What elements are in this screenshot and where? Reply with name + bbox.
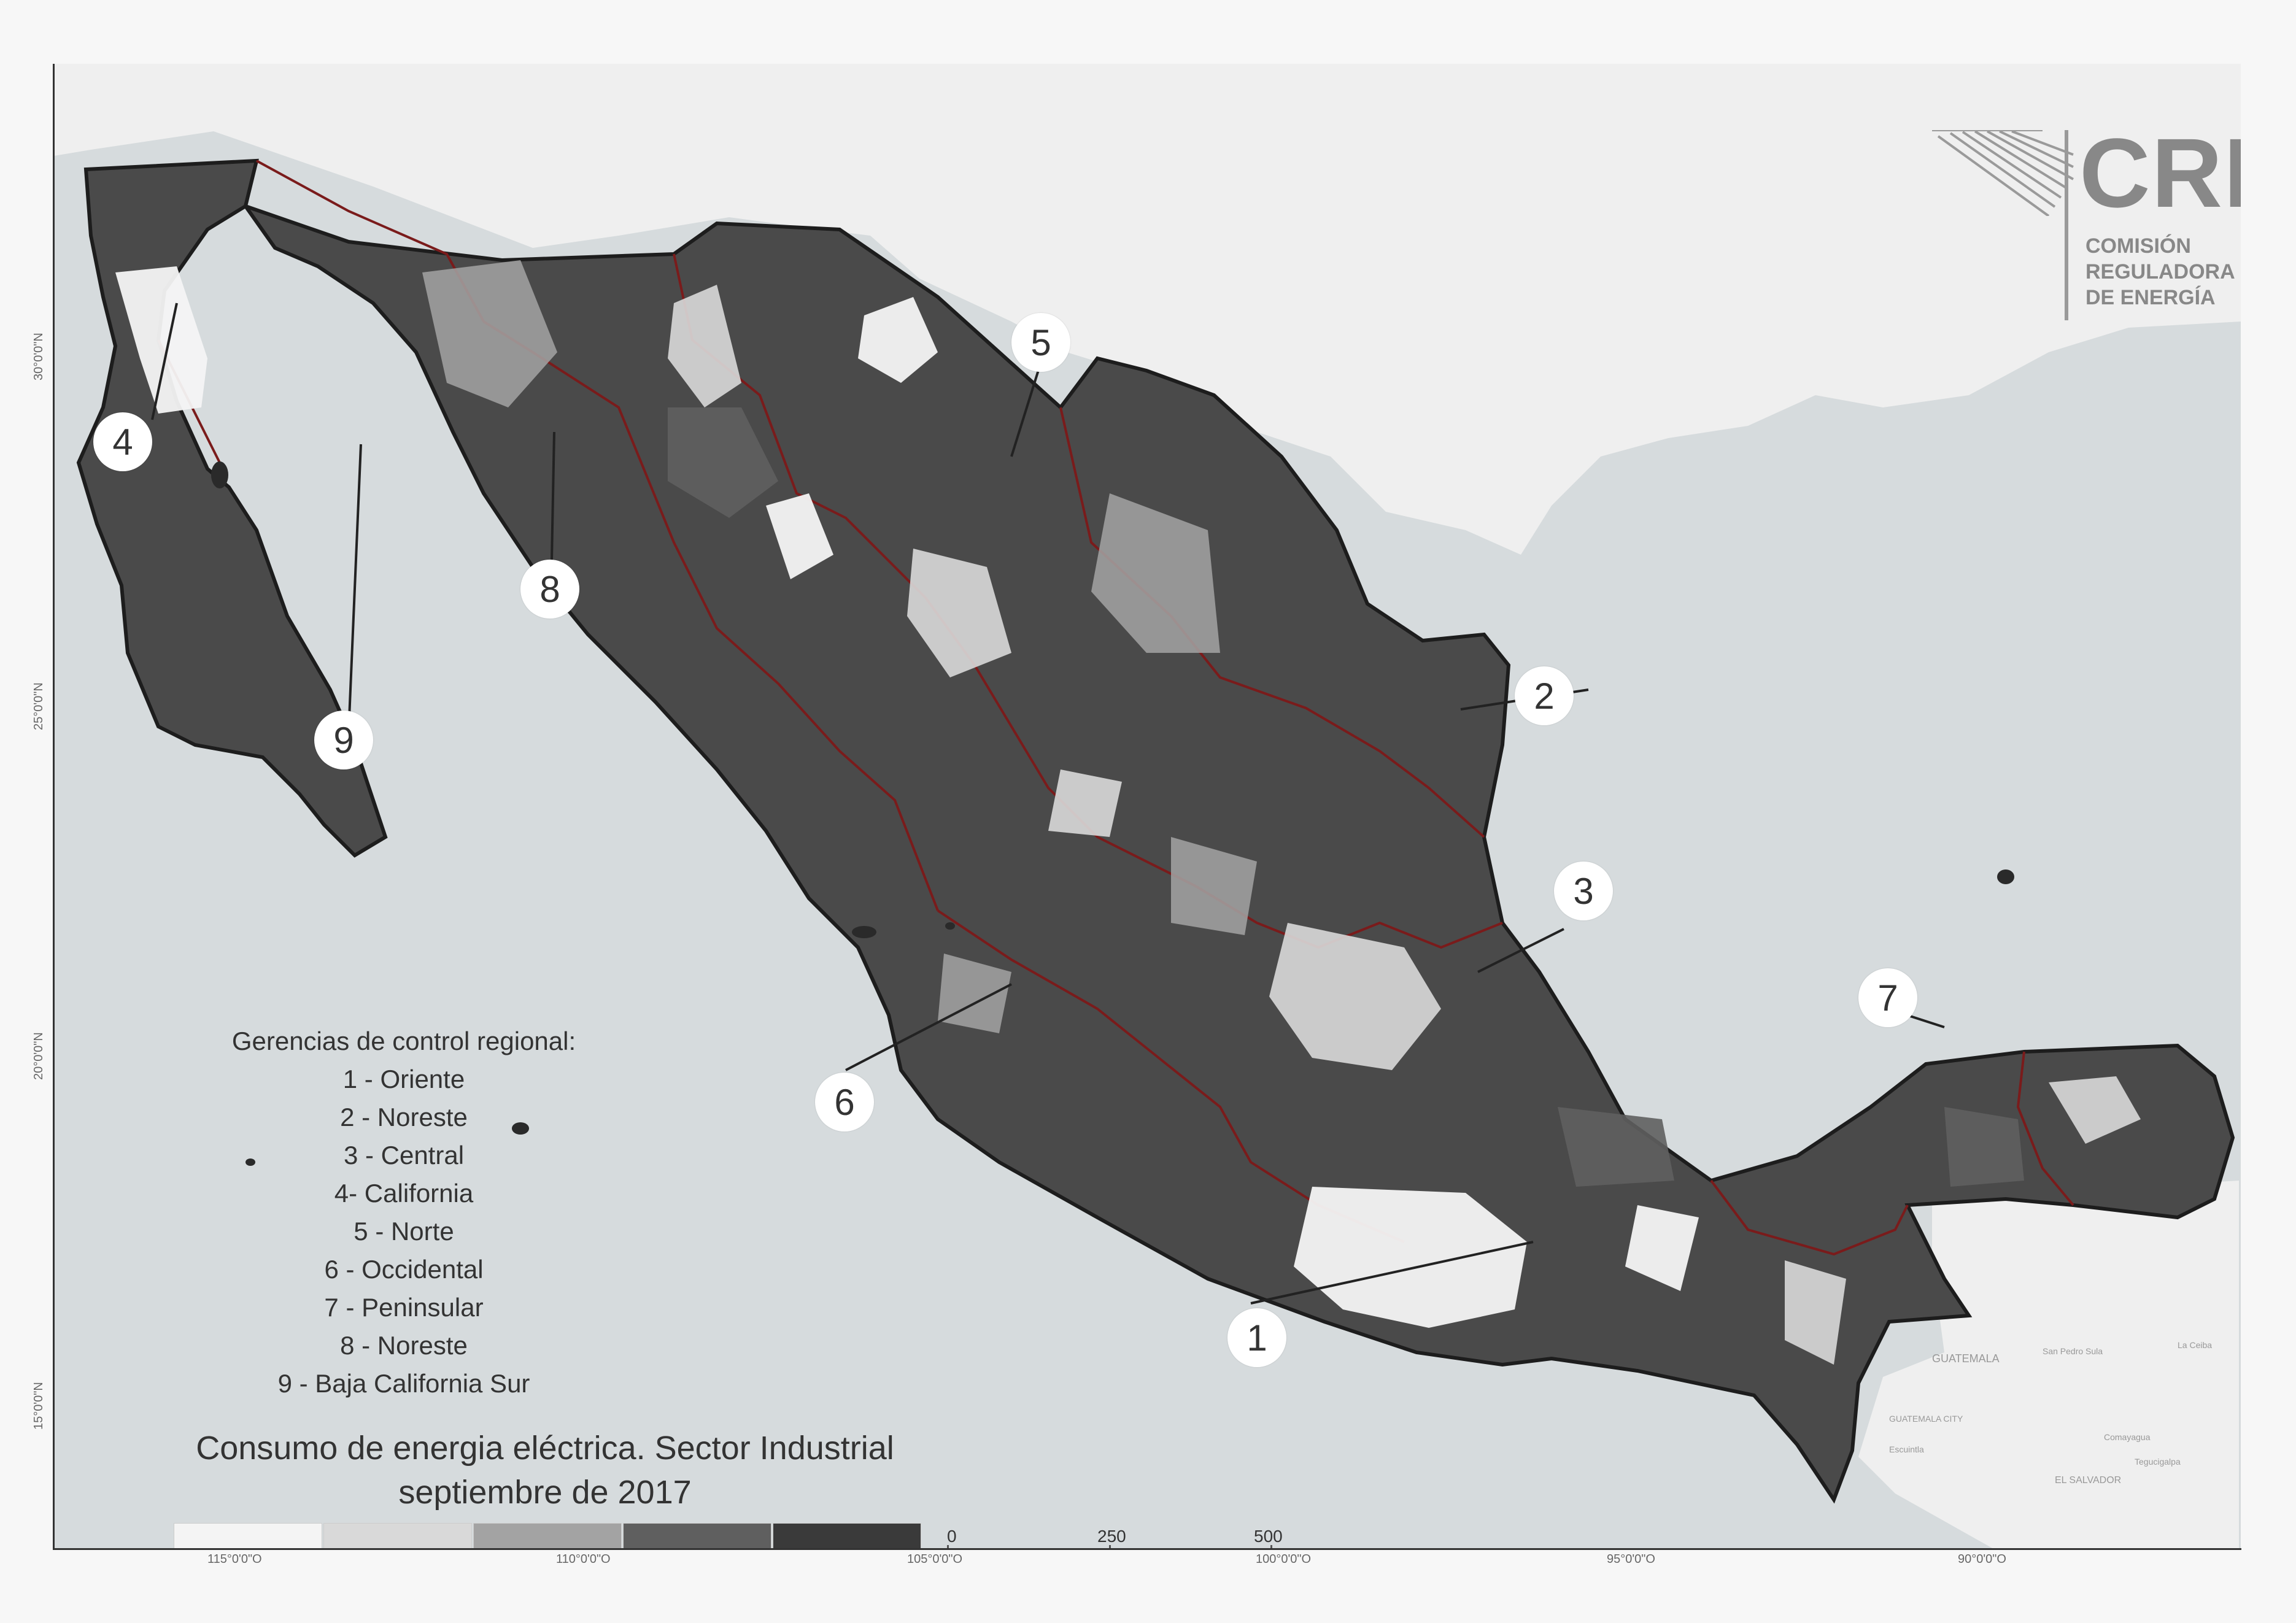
lon-tick: 115°0'0"O xyxy=(207,1552,262,1566)
map-title: Consumo de energia eléctrica. Sector Ind… xyxy=(146,1426,944,1514)
scale-tick xyxy=(947,1545,949,1549)
class-0-10-areas xyxy=(115,266,1699,1328)
left-axis-line xyxy=(53,64,55,1550)
cre-logo-mark xyxy=(1932,130,2074,216)
callout-7: 7 xyxy=(1858,968,1917,1027)
lat-tick: 20°0'0"N xyxy=(32,1032,45,1080)
logo-divider xyxy=(2065,130,2068,320)
scale-bar: 0 250 500 km xyxy=(947,1527,1283,1549)
class-swatch xyxy=(623,1523,771,1549)
class-10-12-areas xyxy=(668,285,2141,1365)
color-legend: 0 - 10 10 - 12 12 - 13 13 - 14 14 - 21 xyxy=(174,1523,922,1549)
islands xyxy=(211,461,2014,1166)
scale-tick xyxy=(1109,1545,1111,1549)
class-item: 14 - 21 xyxy=(773,1523,921,1549)
scale-tick xyxy=(1270,1545,1272,1549)
basemap-label: San Pedro Sula xyxy=(2043,1346,2103,1356)
legend-heading: Gerencias de control regional: xyxy=(231,1027,576,1055)
class-13-14-areas xyxy=(668,407,2024,1187)
legend-item: 5 - Norte xyxy=(354,1217,454,1246)
scale-label-0: 0 xyxy=(947,1527,957,1546)
legend-item: 9 - Baja California Sur xyxy=(277,1369,530,1398)
class-item: 12 - 13 xyxy=(473,1523,622,1549)
bottom-axis-line xyxy=(53,1548,2241,1550)
class-swatch xyxy=(174,1523,322,1549)
title-line1: Consumo de energia eléctrica. Sector Ind… xyxy=(196,1430,894,1467)
legend-item: 2 - Noreste xyxy=(340,1103,468,1131)
lat-tick: 30°0'0"N xyxy=(32,333,45,380)
region-legend: Gerencias de control regional: 1 - Orien… xyxy=(177,1022,631,1403)
legend-item: 1 - Oriente xyxy=(342,1065,465,1093)
central-america-landmass xyxy=(1858,1181,2239,1549)
basemap-label: La Ceiba xyxy=(2178,1340,2213,1350)
mexico-mainland xyxy=(241,202,2235,1504)
us-landmass xyxy=(54,64,2241,555)
lon-tick: 95°0'0"O xyxy=(1607,1552,1655,1566)
map-frame: CRE COMISIÓN REGULADORA DE ENERGÍA 4 8 9… xyxy=(54,64,2241,1549)
lon-tick: 100°0'0"O xyxy=(1256,1552,1312,1566)
basemap-label: Escuintla xyxy=(1889,1444,1924,1454)
basemap-label: GUATEMALA CITY xyxy=(1889,1414,1963,1424)
lat-tick: 15°0'0"N xyxy=(32,1382,45,1430)
class-item: 13 - 14 xyxy=(623,1523,771,1549)
lon-tick: 110°0'0"O xyxy=(556,1552,611,1566)
legend-item: 8 - Noreste xyxy=(340,1331,468,1360)
lon-tick: 90°0'0"O xyxy=(1958,1552,2006,1566)
scale-label-500: 500 km xyxy=(1254,1527,1283,1549)
basemap-label: Comayagua xyxy=(2104,1432,2151,1442)
logo-line2: REGULADORA xyxy=(2085,260,2235,283)
class-swatch xyxy=(323,1523,472,1549)
legend-item: 6 - Occidental xyxy=(324,1255,484,1284)
class-item: 0 - 10 xyxy=(174,1523,322,1549)
cre-logo: CRE COMISIÓN REGULADORA DE ENERGÍA xyxy=(1932,124,2241,326)
class-item: 10 - 12 xyxy=(323,1523,472,1549)
callout-9: 9 xyxy=(314,711,373,769)
legend-item: 7 - Peninsular xyxy=(324,1293,484,1322)
callout-4: 4 xyxy=(93,412,152,471)
scale-label-250: 250 xyxy=(1097,1527,1126,1546)
lat-tick: 25°0'0"N xyxy=(32,682,45,730)
legend-item: 4- California xyxy=(334,1179,474,1208)
logo-line1: COMISIÓN xyxy=(2085,234,2191,258)
basemap-label: EL SALVADOR xyxy=(2055,1475,2122,1486)
map-canvas[interactable] xyxy=(54,64,2241,1549)
logo-line3: DE ENERGÍA xyxy=(2085,286,2216,309)
callout-8: 8 xyxy=(520,560,579,619)
class-swatch xyxy=(473,1523,622,1549)
callout-2: 2 xyxy=(1515,666,1574,725)
callout-3: 3 xyxy=(1554,862,1613,920)
basemap-label: Tegucigalpa xyxy=(2135,1457,2181,1467)
title-line2: septiembre de 2017 xyxy=(398,1474,692,1511)
lon-tick: 105°0'0"O xyxy=(907,1552,963,1566)
class-swatch xyxy=(773,1523,921,1549)
callout-6: 6 xyxy=(815,1073,874,1131)
logo-abbrev: CRE xyxy=(2079,118,2241,228)
callout-5: 5 xyxy=(1011,313,1070,372)
legend-item: 3 - Central xyxy=(343,1141,465,1170)
basemap-label: GUATEMALA xyxy=(1932,1352,2000,1365)
callout-1: 1 xyxy=(1227,1308,1286,1367)
